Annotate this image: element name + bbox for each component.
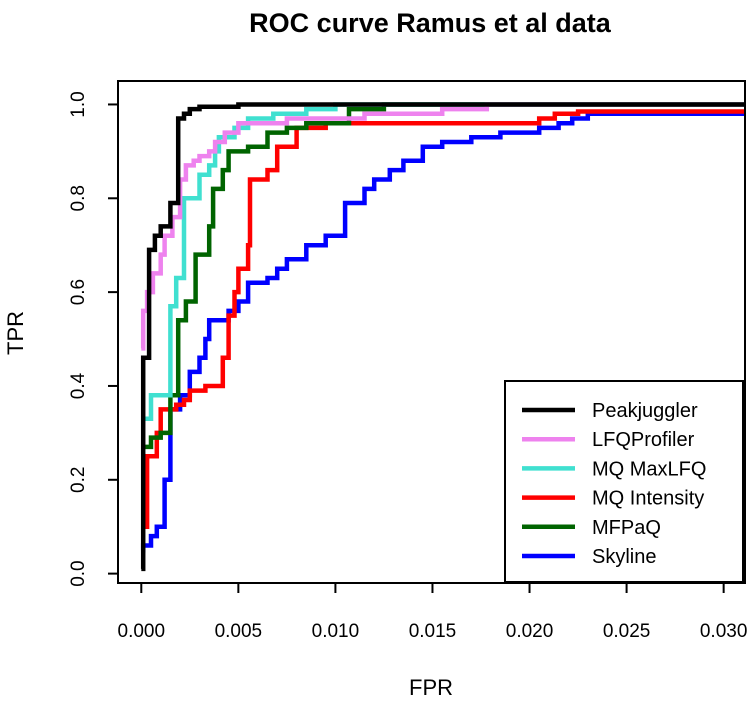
x-axis: 0.000 0.005 0.010 0.015 0.020 0.025 0.030 [118, 582, 748, 642]
legend: Peakjuggler LFQProfiler MQ MaxLFQ MQ Intens… [504, 380, 744, 583]
x-tick-label: 0.005 [215, 621, 263, 642]
legend-label: MQ Intensity [592, 488, 704, 510]
series-line-mfpaq [141, 102, 745, 450]
chart-title: ROC curve Ramus et al data [249, 8, 612, 38]
legend-label: LFQProfiler [592, 429, 695, 451]
legend-box [504, 380, 744, 583]
y-tick-label: 0.4 [68, 372, 89, 399]
x-axis-label: FPR [409, 675, 453, 700]
series-line-lfqprofiler [140, 102, 745, 351]
y-tick-label: 0.2 [68, 467, 89, 493]
legend-label: Peakjuggler [592, 400, 698, 422]
series-line-mq-intensity [141, 109, 745, 529]
series-layer [140, 102, 745, 572]
x-tick-label: 0.025 [603, 621, 651, 642]
series-line-peakjuggler [140, 102, 745, 572]
x-tick-label: 0.015 [409, 621, 457, 642]
series-line-mq-maxlfq [141, 102, 745, 422]
legend-label: MQ MaxLFQ [592, 458, 706, 480]
y-axis: 0.0 0.2 0.4 0.6 0.8 1.0 [68, 91, 119, 587]
x-tick-label: 0.010 [312, 621, 360, 642]
x-tick-label: 0.000 [118, 621, 166, 642]
y-tick-label: 1.0 [68, 91, 89, 117]
legend-label: Skyline [592, 546, 656, 568]
y-tick-label: 0.6 [68, 279, 89, 305]
legend-label: MFPaQ [592, 517, 661, 539]
x-tick-label: 0.030 [700, 621, 748, 642]
y-axis-label: TPR [3, 311, 28, 355]
x-tick-label: 0.020 [506, 621, 554, 642]
y-tick-label: 0.0 [68, 560, 89, 586]
y-tick-label: 0.8 [68, 185, 89, 211]
